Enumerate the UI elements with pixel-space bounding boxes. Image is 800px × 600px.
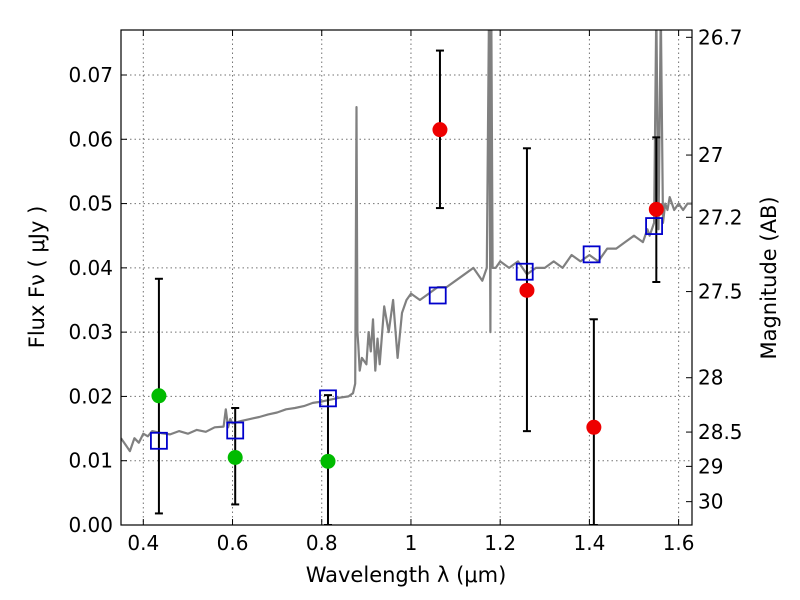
y2-tick-label: 27	[698, 143, 723, 167]
x-axis-title: Wavelength λ (μm)	[306, 563, 507, 587]
model-point	[428, 286, 447, 305]
grid	[121, 30, 692, 526]
x-tick-label: 0.6	[217, 531, 249, 555]
axes-ticks: 0.4 0.6 0.8 1 1.2 1.4 1.6 0.00 0.01 0.02 0.03 0.04 0…	[68, 25, 742, 555]
y-tick-label: 0.03	[68, 320, 113, 344]
x-tick-label: 1.2	[484, 531, 516, 555]
y-tick-label: 0.02	[68, 384, 113, 408]
observed-point-red	[648, 201, 664, 217]
x-tick-label: 0.8	[306, 531, 338, 555]
y-tick-label: 0.00	[68, 513, 113, 537]
observed-point-red	[432, 122, 448, 138]
x-tick-label: 1	[405, 531, 418, 555]
model-point	[582, 245, 601, 264]
x-tick-label: 1.6	[663, 531, 695, 555]
model-point	[319, 389, 337, 408]
x-tick-label: 1.4	[573, 531, 605, 555]
model-point	[515, 262, 534, 281]
observed-point-red	[519, 282, 535, 298]
y-tick-label: 0.04	[68, 256, 113, 280]
model-point	[150, 431, 168, 450]
spectrum-line	[121, 30, 692, 453]
y-axis-title: Flux Fν ( μJy )	[25, 206, 49, 349]
y2-tick-label: 26.7	[698, 25, 743, 49]
observed-point-green	[320, 453, 336, 469]
y2-tick-label: 27.5	[698, 280, 743, 304]
y2-tick-label: 30	[698, 490, 723, 514]
y2-tick-label: 28	[698, 366, 723, 390]
observed-point-red	[586, 419, 602, 435]
model-point	[226, 421, 245, 440]
y2-axis-title: Magnitude (AB)	[757, 196, 781, 359]
y2-tick-label: 28.5	[698, 420, 743, 444]
y-tick-label: 0.06	[68, 127, 113, 151]
y2-tick-label: 27.2	[698, 205, 743, 229]
plot-area	[121, 30, 692, 525]
y-tick-label: 0.07	[68, 63, 113, 87]
observed-point-green	[227, 450, 243, 465]
x-tick-label: 0.4	[127, 531, 159, 555]
y2-tick-label: 29	[698, 454, 723, 478]
y-tick-label: 0.01	[68, 449, 113, 473]
plot-frame	[120, 29, 693, 526]
observed-point-green	[151, 388, 167, 404]
y-tick-label: 0.05	[68, 192, 113, 216]
model-point	[645, 217, 663, 235]
